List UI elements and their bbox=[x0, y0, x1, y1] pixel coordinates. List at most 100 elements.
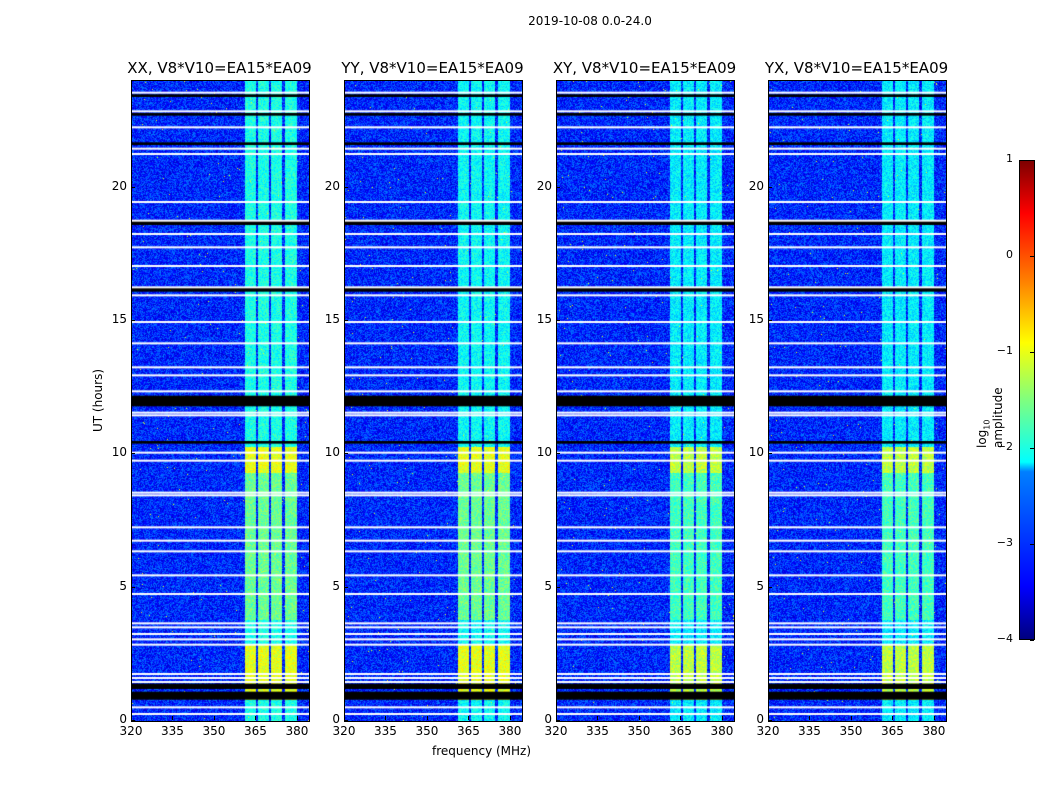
y-tick-label: 15 bbox=[324, 312, 340, 326]
y-tick-label: 0 bbox=[544, 712, 552, 726]
y-tick-label: 20 bbox=[111, 178, 127, 193]
colorbar bbox=[1019, 160, 1035, 640]
x-axis-label: frequency (MHz) bbox=[432, 744, 532, 758]
x-tick-label: 380 bbox=[710, 724, 734, 738]
y-tick-mark bbox=[556, 720, 560, 721]
x-tick-label: 350 bbox=[415, 724, 439, 738]
colorbar-tick-mark bbox=[1030, 160, 1034, 161]
heatmap-panel bbox=[131, 80, 310, 722]
colorbar-tick-mark bbox=[1030, 640, 1034, 641]
x-tick-label: 365 bbox=[244, 724, 267, 738]
heatmap-panel bbox=[556, 80, 735, 722]
y-tick-mark bbox=[131, 320, 135, 321]
y-tick-label: 20 bbox=[748, 178, 764, 193]
x-tick-mark bbox=[426, 716, 428, 720]
x-tick-mark bbox=[933, 716, 935, 720]
colorbar-tick-label: −3 bbox=[996, 536, 1013, 549]
panel-title: XX, V8*V10=EA15*EA09 bbox=[127, 59, 312, 77]
y-tick-mark bbox=[131, 186, 135, 188]
x-tick-mark bbox=[850, 716, 852, 720]
y-tick-mark bbox=[131, 453, 135, 455]
y-tick-mark bbox=[344, 186, 348, 188]
y-tick-label: 0 bbox=[119, 712, 127, 726]
x-tick-label: 365 bbox=[669, 724, 692, 738]
colorbar-label: log10 amplitude bbox=[975, 387, 1006, 448]
y-tick-mark bbox=[768, 720, 772, 721]
y-tick-label: 20 bbox=[324, 178, 340, 193]
y-tick-label: 15 bbox=[536, 312, 552, 326]
x-tick-label: 350 bbox=[839, 724, 863, 738]
x-tick-mark bbox=[768, 716, 769, 720]
x-tick-mark bbox=[638, 716, 640, 720]
y-tick-label: 0 bbox=[756, 712, 764, 726]
x-tick-mark bbox=[296, 716, 298, 720]
y-tick-label: 15 bbox=[748, 312, 764, 326]
x-tick-label: 320 bbox=[756, 724, 780, 738]
colorbar-tick-mark bbox=[1030, 448, 1034, 449]
y-tick-label: 15 bbox=[111, 312, 127, 326]
x-tick-mark bbox=[509, 716, 511, 720]
y-tick-mark bbox=[344, 453, 348, 455]
y-tick-label: 10 bbox=[536, 445, 552, 460]
x-tick-label: 335 bbox=[161, 724, 184, 738]
y-tick-mark bbox=[768, 320, 772, 321]
x-tick-mark bbox=[556, 716, 557, 720]
y-tick-mark bbox=[768, 586, 772, 588]
colorbar-tick-label: −4 bbox=[996, 632, 1013, 645]
colorbar-tick-label: −2 bbox=[996, 440, 1013, 453]
y-tick-label: 10 bbox=[324, 445, 340, 460]
y-tick-mark bbox=[131, 720, 135, 721]
y-tick-mark bbox=[344, 586, 348, 588]
figure-title: 2019-10-08 0.0-24.0 bbox=[528, 14, 652, 28]
x-tick-mark bbox=[213, 716, 215, 720]
y-tick-label: 5 bbox=[756, 578, 764, 593]
heatmap-panel bbox=[768, 80, 947, 722]
colorbar-tick-mark bbox=[1030, 256, 1034, 257]
x-tick-mark bbox=[809, 716, 811, 720]
x-tick-label: 365 bbox=[881, 724, 904, 738]
x-tick-label: 380 bbox=[498, 724, 522, 738]
x-tick-mark bbox=[172, 716, 174, 720]
y-tick-mark bbox=[556, 186, 560, 188]
panel-title: YX, V8*V10=EA15*EA09 bbox=[764, 59, 949, 77]
x-tick-label: 320 bbox=[544, 724, 568, 738]
heatmap-panel bbox=[344, 80, 523, 722]
y-axis-label: UT (hours) bbox=[91, 368, 105, 432]
x-tick-label: 365 bbox=[457, 724, 480, 738]
x-tick-mark bbox=[892, 716, 894, 720]
y-tick-label: 5 bbox=[119, 578, 127, 593]
y-tick-mark bbox=[556, 453, 560, 455]
x-tick-mark bbox=[597, 716, 599, 720]
x-tick-mark bbox=[255, 716, 257, 720]
x-tick-label: 335 bbox=[586, 724, 609, 738]
colorbar-tick-label: −1 bbox=[996, 344, 1013, 357]
x-tick-label: 380 bbox=[922, 724, 946, 738]
y-tick-mark bbox=[556, 320, 560, 321]
colorbar-tick-label: 0 bbox=[1006, 248, 1013, 261]
panel-title: YY, V8*V10=EA15*EA09 bbox=[341, 59, 524, 77]
x-tick-mark bbox=[344, 716, 345, 720]
y-tick-label: 10 bbox=[748, 445, 764, 460]
x-tick-label: 350 bbox=[202, 724, 226, 738]
y-tick-mark bbox=[344, 320, 348, 321]
x-tick-label: 350 bbox=[627, 724, 651, 738]
y-tick-label: 5 bbox=[332, 578, 340, 593]
y-tick-mark bbox=[344, 720, 348, 721]
x-tick-mark bbox=[468, 716, 470, 720]
x-tick-label: 320 bbox=[119, 724, 143, 738]
y-tick-mark bbox=[768, 186, 772, 188]
panel-title: XY, V8*V10=EA15*EA09 bbox=[552, 59, 737, 77]
x-tick-label: 380 bbox=[285, 724, 309, 738]
x-tick-mark bbox=[385, 716, 387, 720]
y-tick-mark bbox=[556, 586, 560, 588]
x-tick-mark bbox=[131, 716, 132, 720]
colorbar-tick-label: 1 bbox=[1006, 152, 1013, 165]
colorbar-tick-mark bbox=[1030, 544, 1034, 545]
x-tick-mark bbox=[680, 716, 682, 720]
y-tick-label: 20 bbox=[536, 178, 552, 193]
y-tick-label: 0 bbox=[332, 712, 340, 726]
x-tick-label: 335 bbox=[798, 724, 821, 738]
y-tick-mark bbox=[768, 453, 772, 455]
y-tick-label: 5 bbox=[544, 578, 552, 593]
